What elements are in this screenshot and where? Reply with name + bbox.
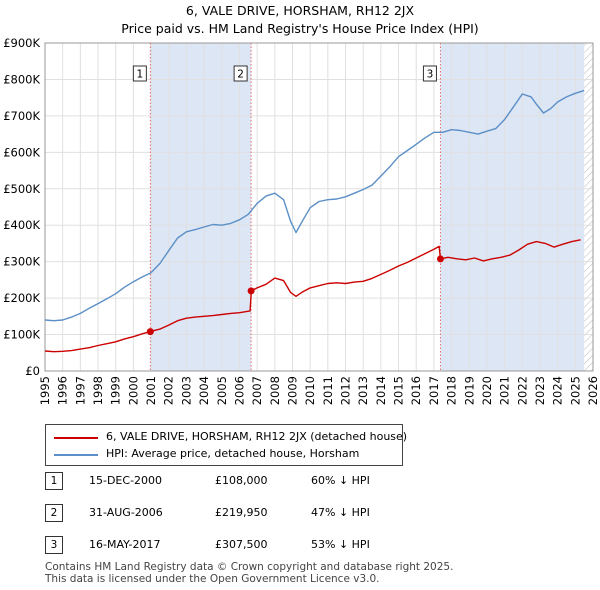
plot-frame bbox=[44, 42, 594, 372]
x-tick-label: 2004 bbox=[197, 376, 211, 405]
sale-number-box bbox=[132, 65, 147, 82]
x-tick-label: 2001 bbox=[144, 376, 158, 405]
x-tick-label: 2009 bbox=[285, 376, 299, 405]
sale-date: 31-AUG-2006 bbox=[89, 506, 163, 519]
x-tick-label: 2007 bbox=[250, 376, 264, 405]
shaded-period bbox=[150, 43, 252, 371]
sale-number-badge: 1 bbox=[45, 472, 63, 490]
y-tick-label: £200K bbox=[3, 291, 40, 305]
sale-point bbox=[247, 287, 255, 295]
x-tick-label: 2010 bbox=[303, 376, 317, 405]
x-tick-label: 1998 bbox=[91, 376, 105, 405]
y-tick-label: £100K bbox=[3, 328, 40, 342]
x-tick-label: 2025 bbox=[568, 376, 582, 405]
forecast-hatch bbox=[584, 43, 593, 371]
x-tick-label: 2023 bbox=[533, 376, 547, 405]
sale-number-box bbox=[233, 65, 248, 82]
x-tick-label: 2003 bbox=[179, 376, 193, 405]
x-tick-label: 2012 bbox=[339, 376, 353, 405]
x-tick-label: 2006 bbox=[232, 376, 246, 405]
sale-hpi-diff: 47% ↓ HPI bbox=[311, 506, 370, 519]
x-tick-label: 2018 bbox=[445, 376, 459, 405]
x-tick-label: 1997 bbox=[73, 376, 87, 405]
sale-price: £307,500 bbox=[215, 538, 268, 551]
chart-subtitle: Price paid vs. HM Land Registry's House … bbox=[121, 21, 479, 36]
x-tick-label: 2026 bbox=[586, 376, 600, 405]
sale-number-label: 1 bbox=[137, 69, 144, 81]
x-tick-label: 2019 bbox=[462, 376, 476, 405]
legend: 6, VALE DRIVE, HORSHAM, RH12 2JX (detach… bbox=[45, 424, 407, 466]
x-tick-label: 2020 bbox=[480, 376, 494, 405]
legend-swatch-hpi bbox=[54, 454, 98, 456]
sale-row: 2 31-AUG-2006 £219,950 47% ↓ HPI bbox=[45, 504, 585, 522]
x-tick-label: 2014 bbox=[374, 376, 388, 405]
sale-price: £219,950 bbox=[215, 506, 268, 519]
hpi-line bbox=[44, 89, 585, 322]
x-tick-label: 2021 bbox=[498, 376, 512, 405]
y-tick-label: £400K bbox=[3, 218, 40, 232]
footer-licence: This data is licensed under the Open Gov… bbox=[45, 573, 380, 585]
x-tick-label: 2022 bbox=[515, 376, 529, 405]
y-tick-label: £600K bbox=[3, 145, 40, 159]
y-tick-label: £300K bbox=[3, 255, 40, 269]
footer-copyright: Contains HM Land Registry data © Crown c… bbox=[45, 561, 454, 573]
sale-number-label: 2 bbox=[237, 69, 244, 81]
x-tick-label: 2002 bbox=[162, 376, 176, 405]
sale-date: 16-MAY-2017 bbox=[89, 538, 161, 551]
price-chart: £0 £100K £200K £300K £400K £500K £600K £700K £80… bbox=[3, 36, 600, 405]
x-tick-label: 1999 bbox=[109, 376, 123, 405]
sale-hpi-diff: 60% ↓ HPI bbox=[311, 474, 370, 487]
y-tick-label: £500K bbox=[3, 182, 40, 196]
y-tick-label: £0 bbox=[25, 364, 40, 378]
sale-number-badge: 2 bbox=[45, 504, 63, 522]
sale-number-box bbox=[422, 65, 437, 82]
x-tick-label: 2017 bbox=[427, 376, 441, 405]
x-tick-label: 2008 bbox=[268, 376, 282, 405]
x-tick-label: 2005 bbox=[215, 376, 229, 405]
y-tick-label: £700K bbox=[3, 109, 40, 123]
x-tick-label: 2011 bbox=[321, 376, 335, 405]
sale-row: 3 16-MAY-2017 £307,500 53% ↓ HPI bbox=[45, 536, 585, 554]
shaded-period bbox=[440, 43, 585, 371]
legend-label-property: 6, VALE DRIVE, HORSHAM, RH12 2JX (detach… bbox=[106, 430, 408, 443]
x-tick-label: 1996 bbox=[56, 376, 70, 405]
x-tick-label: 2024 bbox=[551, 376, 565, 405]
sale-point bbox=[436, 255, 444, 263]
legend-label-hpi: HPI: Average price, detached house, Hors… bbox=[106, 447, 360, 460]
sale-price: £108,000 bbox=[215, 474, 268, 487]
y-tick-label: £900K bbox=[3, 36, 40, 50]
legend-swatch-property bbox=[54, 437, 98, 439]
chart-title: 6, VALE DRIVE, HORSHAM, RH12 2JX bbox=[185, 3, 415, 18]
property-price-line bbox=[44, 239, 581, 353]
sale-row: 1 15-DEC-2000 £108,000 60% ↓ HPI bbox=[45, 472, 585, 490]
x-tick-label: 1995 bbox=[38, 376, 52, 405]
x-tick-label: 2000 bbox=[126, 376, 140, 405]
sale-number-label: 3 bbox=[427, 69, 434, 81]
sale-point bbox=[146, 328, 154, 336]
x-tick-label: 2013 bbox=[356, 376, 370, 405]
sale-date: 15-DEC-2000 bbox=[89, 474, 163, 487]
sale-hpi-diff: 53% ↓ HPI bbox=[311, 538, 370, 551]
x-tick-label: 2015 bbox=[392, 376, 406, 405]
x-tick-label: 2016 bbox=[409, 376, 423, 405]
y-tick-label: £800K bbox=[3, 72, 40, 86]
sale-number-badge: 3 bbox=[45, 536, 63, 554]
